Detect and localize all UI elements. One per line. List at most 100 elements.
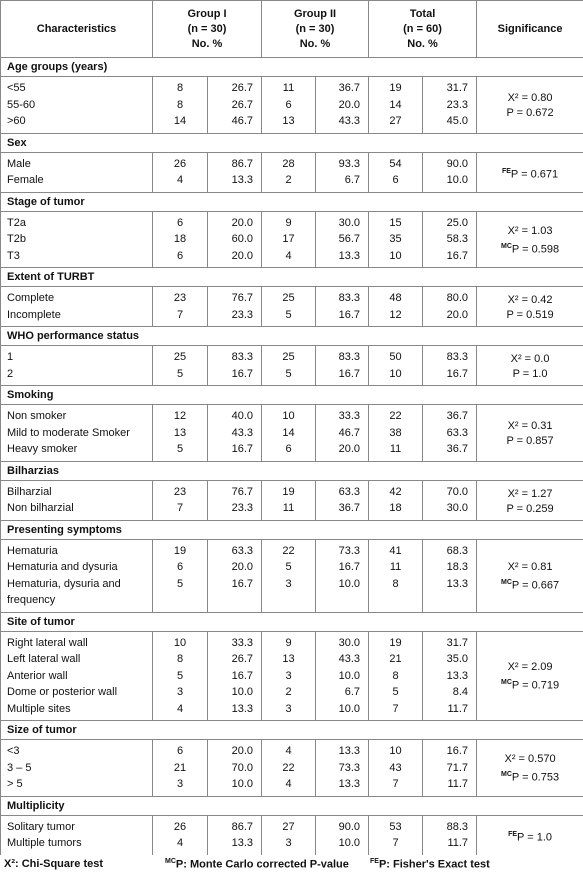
cell-value: 93.3 — [316, 152, 369, 172]
cell-value: 5 — [262, 307, 316, 327]
cell-value: 10.0 — [316, 668, 369, 685]
row-label: Left lateral wall — [1, 651, 153, 668]
significance-text: X² = 0.0 — [511, 353, 550, 365]
cell-value: 11.7 — [423, 701, 477, 721]
cell-value: 26.7 — [208, 97, 262, 114]
cell-value: 2 — [262, 172, 316, 192]
cell-value: 21 — [153, 760, 208, 777]
cell-value: 18 — [153, 231, 208, 248]
section-title: Size of tumor — [1, 721, 583, 740]
cell-value: 10 — [369, 740, 423, 760]
cell-value: 10 — [153, 631, 208, 651]
row-label: Complete — [1, 287, 153, 307]
significance-line: FEP = 1.0 — [481, 827, 579, 846]
significance-line: P = 0.259 — [481, 502, 579, 517]
row-label: Hematuria and dysuria — [1, 559, 153, 576]
row-label: Right lateral wall — [1, 631, 153, 651]
header-cell: Total(n = 60)No. % — [369, 1, 477, 58]
section-title-row: Sex — [1, 133, 583, 152]
cell-value: 20.0 — [208, 559, 262, 576]
cell-value: 20.0 — [316, 97, 369, 114]
cell-value: 4 — [262, 248, 316, 268]
cell-value: 73.3 — [316, 539, 369, 559]
section-title-row: Multiplicity — [1, 796, 583, 815]
row-label: Incomplete — [1, 307, 153, 327]
significance-line: P = 0.519 — [481, 308, 579, 323]
cell-value: 14 — [153, 113, 208, 133]
cell-value: 53 — [369, 815, 423, 835]
cell-value: 4 — [262, 776, 316, 796]
section-title: Smoking — [1, 386, 583, 405]
footnote-text: X²: Chi-Square test — [4, 858, 103, 870]
cell-value: 31.7 — [423, 631, 477, 651]
cell-value: 8 — [153, 77, 208, 97]
cell-value: 83.3 — [316, 287, 369, 307]
cell-value: 27 — [262, 815, 316, 835]
cell-value: 11.7 — [423, 776, 477, 796]
cell-value: 30.0 — [316, 631, 369, 651]
row-label: Hematuria, dysuria and frequency — [1, 576, 153, 613]
cell-value: 19 — [153, 539, 208, 559]
cell-value: 56.7 — [316, 231, 369, 248]
row-label: Female — [1, 172, 153, 192]
row-label: Mild to moderate Smoker — [1, 425, 153, 442]
cell-value: 19 — [369, 77, 423, 97]
cell-value: 5 — [153, 441, 208, 461]
cell-value: 3 — [262, 701, 316, 721]
significance-line: MCP = 0.719 — [481, 675, 579, 694]
cell-value: 60.0 — [208, 231, 262, 248]
cell-value: 86.7 — [208, 815, 262, 835]
row-label: T2a — [1, 211, 153, 231]
significance-text: X² = 0.42 — [508, 294, 553, 306]
cell-value: 11 — [262, 77, 316, 97]
cell-value: 10.0 — [423, 172, 477, 192]
significance-line: X² = 0.0 — [481, 352, 579, 367]
cell-value: 13.3 — [316, 740, 369, 760]
cell-value: 71.7 — [423, 760, 477, 777]
cell-value: 9 — [262, 211, 316, 231]
cell-value: 12 — [369, 307, 423, 327]
cell-value: 27 — [369, 113, 423, 133]
cell-value: 11 — [369, 559, 423, 576]
cell-value: 7 — [369, 835, 423, 855]
significance-line: MCP = 0.598 — [481, 239, 579, 258]
cell-value: 16.7 — [316, 307, 369, 327]
row-label: <3 — [1, 740, 153, 760]
cell-value: 28 — [262, 152, 316, 172]
superscript: MC — [501, 679, 512, 686]
cell-value: 19 — [262, 480, 316, 500]
significance-line: X² = 0.80 — [481, 91, 579, 106]
cell-value: 20.0 — [423, 307, 477, 327]
significance-text: P = 0.671 — [511, 169, 558, 181]
cell-value: 16.7 — [316, 559, 369, 576]
significance-text: P = 1.0 — [517, 832, 552, 844]
cell-value: 5 — [369, 684, 423, 701]
header-line: No. % — [266, 37, 364, 52]
header-line: No. % — [157, 37, 257, 52]
cell-value: 90.0 — [423, 152, 477, 172]
cell-value: 7 — [369, 701, 423, 721]
significance-line: MCP = 0.667 — [481, 575, 579, 594]
cell-value: 23.3 — [423, 97, 477, 114]
cell-value: 22 — [262, 539, 316, 559]
cell-value: 3 — [262, 668, 316, 685]
cell-value: 10.0 — [316, 576, 369, 613]
cell-value: 8.4 — [423, 684, 477, 701]
cell-value: 16.7 — [423, 248, 477, 268]
cell-value: 48 — [369, 287, 423, 307]
cell-value: 31.7 — [423, 77, 477, 97]
section-title-row: Age groups (years) — [1, 58, 583, 77]
header-line: No. % — [373, 37, 472, 52]
cell-value: 6 — [153, 211, 208, 231]
